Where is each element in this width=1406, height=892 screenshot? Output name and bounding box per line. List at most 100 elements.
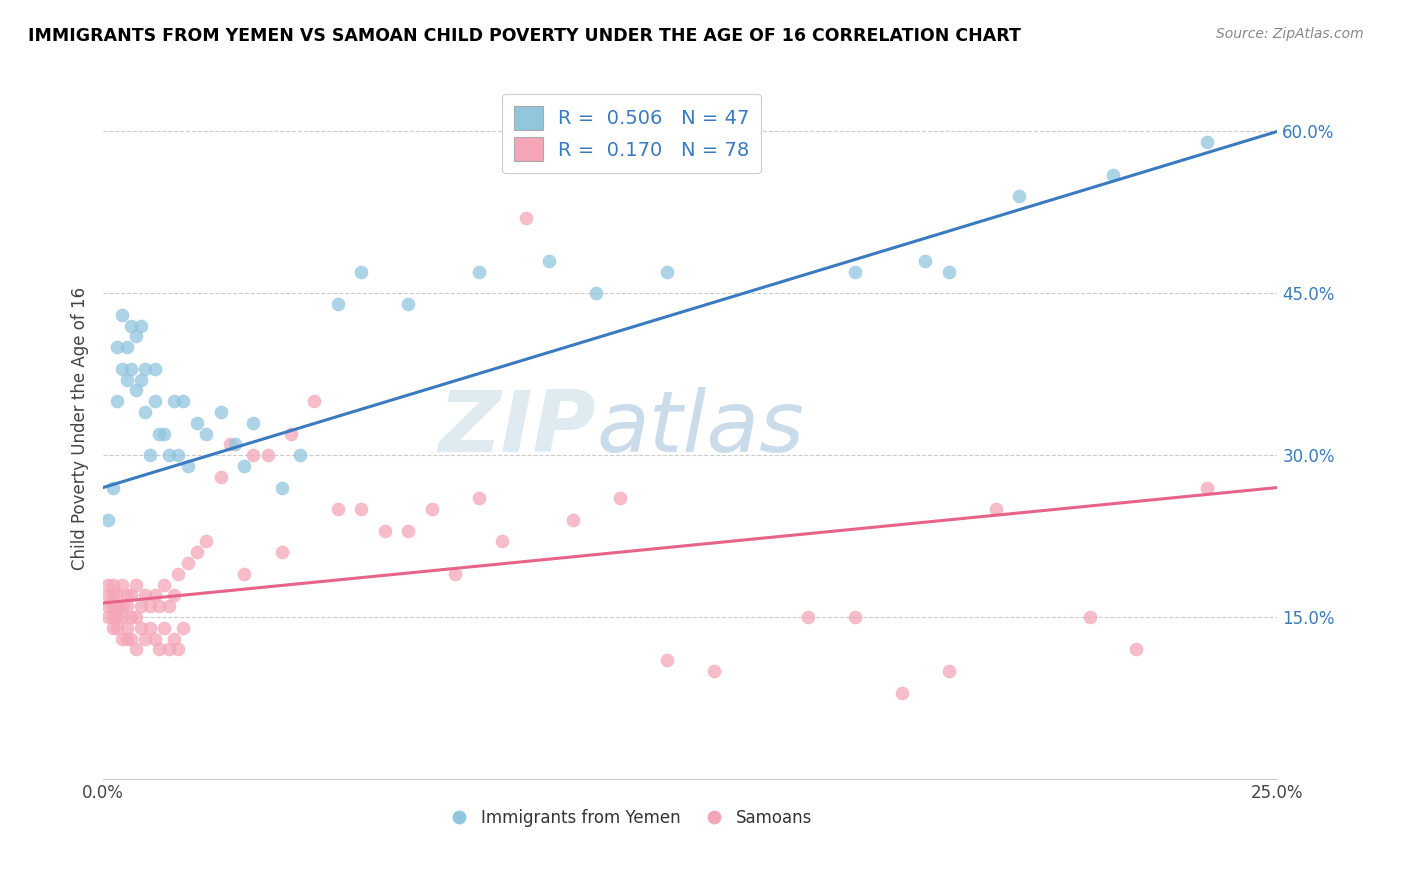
- Point: [101, 599, 124, 614]
- Point: [350, 265, 373, 279]
- Point: [167, 448, 190, 462]
- Point: [515, 211, 537, 225]
- Point: [125, 642, 148, 657]
- Point: [120, 361, 142, 376]
- Point: [129, 621, 152, 635]
- Point: [105, 394, 128, 409]
- Point: [890, 685, 912, 699]
- Point: [97, 589, 120, 603]
- Point: [491, 534, 513, 549]
- Point: [153, 621, 176, 635]
- Point: [148, 642, 170, 657]
- Point: [134, 632, 156, 646]
- Point: [111, 632, 134, 646]
- Legend: Immigrants from Yemen, Samoans: Immigrants from Yemen, Samoans: [444, 803, 818, 834]
- Point: [97, 599, 120, 614]
- Point: [162, 394, 184, 409]
- Point: [120, 589, 142, 603]
- Point: [139, 621, 162, 635]
- Point: [1125, 642, 1147, 657]
- Text: ZIP: ZIP: [439, 386, 596, 470]
- Point: [172, 621, 194, 635]
- Point: [176, 458, 198, 473]
- Point: [655, 653, 678, 667]
- Point: [984, 502, 1007, 516]
- Point: [167, 642, 190, 657]
- Point: [1195, 481, 1218, 495]
- Point: [195, 426, 218, 441]
- Point: [219, 437, 242, 451]
- Point: [270, 481, 292, 495]
- Point: [115, 340, 138, 354]
- Point: [350, 502, 373, 516]
- Point: [139, 599, 162, 614]
- Point: [396, 297, 419, 311]
- Point: [139, 448, 162, 462]
- Point: [134, 405, 156, 419]
- Point: [97, 610, 120, 624]
- Point: [914, 253, 936, 268]
- Point: [105, 599, 128, 614]
- Point: [538, 253, 561, 268]
- Point: [938, 664, 960, 678]
- Point: [326, 502, 349, 516]
- Point: [148, 426, 170, 441]
- Point: [120, 318, 142, 333]
- Point: [655, 265, 678, 279]
- Point: [396, 524, 419, 538]
- Point: [148, 599, 170, 614]
- Point: [111, 599, 134, 614]
- Point: [1008, 189, 1031, 203]
- Text: IMMIGRANTS FROM YEMEN VS SAMOAN CHILD POVERTY UNDER THE AGE OF 16 CORRELATION CH: IMMIGRANTS FROM YEMEN VS SAMOAN CHILD PO…: [28, 27, 1021, 45]
- Point: [125, 329, 148, 343]
- Point: [153, 577, 176, 591]
- Point: [105, 340, 128, 354]
- Point: [444, 566, 467, 581]
- Point: [115, 589, 138, 603]
- Point: [326, 297, 349, 311]
- Point: [844, 265, 866, 279]
- Point: [304, 394, 326, 409]
- Point: [97, 577, 120, 591]
- Point: [561, 513, 583, 527]
- Point: [105, 589, 128, 603]
- Point: [256, 448, 278, 462]
- Point: [134, 361, 156, 376]
- Point: [101, 610, 124, 624]
- Point: [796, 610, 818, 624]
- Point: [125, 384, 148, 398]
- Point: [157, 642, 180, 657]
- Point: [143, 589, 166, 603]
- Y-axis label: Child Poverty Under the Age of 16: Child Poverty Under the Age of 16: [72, 286, 89, 570]
- Point: [129, 599, 152, 614]
- Point: [195, 534, 218, 549]
- Point: [134, 589, 156, 603]
- Point: [115, 632, 138, 646]
- Point: [162, 589, 184, 603]
- Point: [111, 577, 134, 591]
- Point: [844, 610, 866, 624]
- Point: [162, 632, 184, 646]
- Point: [233, 458, 256, 473]
- Point: [143, 632, 166, 646]
- Point: [374, 524, 396, 538]
- Point: [1078, 610, 1101, 624]
- Point: [115, 373, 138, 387]
- Point: [1102, 168, 1125, 182]
- Point: [157, 448, 180, 462]
- Point: [111, 308, 134, 322]
- Point: [120, 610, 142, 624]
- Point: [468, 265, 491, 279]
- Point: [186, 545, 208, 559]
- Point: [105, 621, 128, 635]
- Point: [938, 265, 960, 279]
- Point: [101, 481, 124, 495]
- Point: [703, 664, 725, 678]
- Point: [585, 286, 607, 301]
- Point: [176, 556, 198, 570]
- Point: [125, 610, 148, 624]
- Point: [143, 394, 166, 409]
- Point: [290, 448, 312, 462]
- Point: [242, 416, 264, 430]
- Point: [609, 491, 631, 506]
